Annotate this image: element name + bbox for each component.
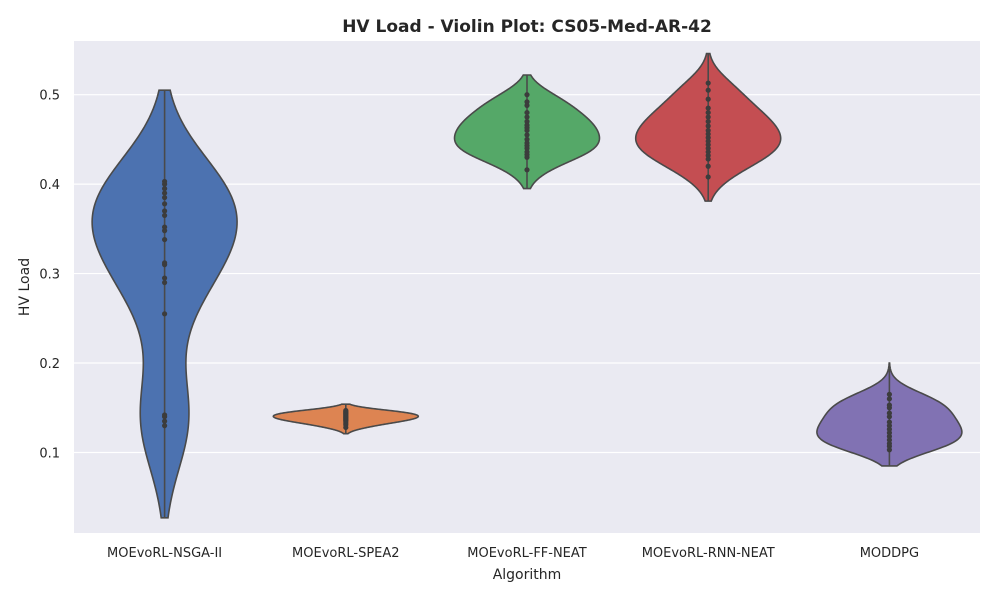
y-tick-label: 0.2 xyxy=(39,357,60,372)
data-point xyxy=(886,419,893,425)
data-point xyxy=(705,163,711,169)
data-point xyxy=(162,260,168,266)
data-point xyxy=(886,402,893,408)
data-point xyxy=(886,430,893,436)
data-point xyxy=(705,127,711,134)
data-point xyxy=(886,396,893,402)
y-axis-ticks: 0.1 0.2 0.3 0.4 0.5 xyxy=(39,89,60,462)
data-point xyxy=(162,275,168,281)
data-point xyxy=(162,178,168,185)
y-tick-label: 0.5 xyxy=(39,89,60,104)
data-point xyxy=(705,142,711,148)
data-point xyxy=(524,114,530,120)
data-point xyxy=(705,135,711,141)
x-axis-label: Algorithm xyxy=(493,567,562,583)
y-tick-label: 0.3 xyxy=(39,268,60,283)
data-point xyxy=(162,423,168,429)
data-point xyxy=(705,138,711,144)
data-point xyxy=(705,105,711,111)
data-point xyxy=(162,194,168,201)
data-point xyxy=(886,426,893,432)
data-point xyxy=(343,407,349,414)
data-point xyxy=(886,437,893,443)
x-tick-label: MODDPG xyxy=(860,546,919,561)
data-point xyxy=(162,311,168,317)
data-point xyxy=(886,414,893,420)
y-tick-label: 0.1 xyxy=(39,446,60,461)
data-point xyxy=(524,132,530,138)
data-point xyxy=(705,152,711,159)
data-point xyxy=(886,447,893,453)
data-point xyxy=(705,80,711,86)
data-point xyxy=(162,208,168,214)
data-point xyxy=(705,109,711,116)
x-tick-label: MOEvoRL-RNN-NEAT xyxy=(642,546,775,561)
data-point xyxy=(886,440,893,447)
data-point xyxy=(162,224,168,230)
data-point xyxy=(524,167,530,173)
data-point xyxy=(705,114,711,120)
violins xyxy=(91,52,963,519)
data-point xyxy=(162,279,168,286)
y-tick-label: 0.4 xyxy=(39,178,60,193)
data-point xyxy=(162,212,168,219)
data-point xyxy=(705,96,711,102)
data-point xyxy=(162,236,168,243)
chart-title: HV Load - Violin Plot: CS05-Med-AR-42 xyxy=(342,17,712,37)
x-tick-label: MOEvoRL-FF-NEAT xyxy=(467,546,587,561)
data-point xyxy=(705,149,711,155)
data-point xyxy=(162,186,168,192)
data-point xyxy=(705,131,711,137)
data-point xyxy=(162,228,168,234)
data-point xyxy=(524,136,530,142)
data-point xyxy=(886,410,893,416)
data-point xyxy=(162,190,168,196)
data-point xyxy=(524,102,530,109)
data-point xyxy=(162,412,168,418)
data-point xyxy=(524,92,530,98)
data-point xyxy=(705,123,711,129)
data-point xyxy=(524,109,530,116)
data-point xyxy=(524,99,530,105)
data-point xyxy=(705,174,711,180)
data-point xyxy=(705,118,711,125)
y-axis-label: HV Load xyxy=(17,258,33,316)
data-point xyxy=(524,140,530,146)
data-point xyxy=(705,145,711,151)
data-point xyxy=(524,122,530,128)
x-tick-label: MOEvoRL-SPEA2 xyxy=(292,546,400,561)
data-point xyxy=(524,149,530,155)
x-tick-label: MOEvoRL-NSGA-II xyxy=(107,546,222,561)
data-point xyxy=(705,156,711,162)
data-point xyxy=(524,118,530,125)
data-point xyxy=(886,391,893,397)
data-point xyxy=(886,433,893,439)
data-point xyxy=(886,423,893,429)
data-point xyxy=(162,418,168,424)
data-point xyxy=(162,201,168,207)
x-axis-ticks: MOEvoRL-NSGA-II MOEvoRL-SPEA2 MOEvoRL-FF-N… xyxy=(107,546,919,561)
data-point xyxy=(705,87,711,93)
